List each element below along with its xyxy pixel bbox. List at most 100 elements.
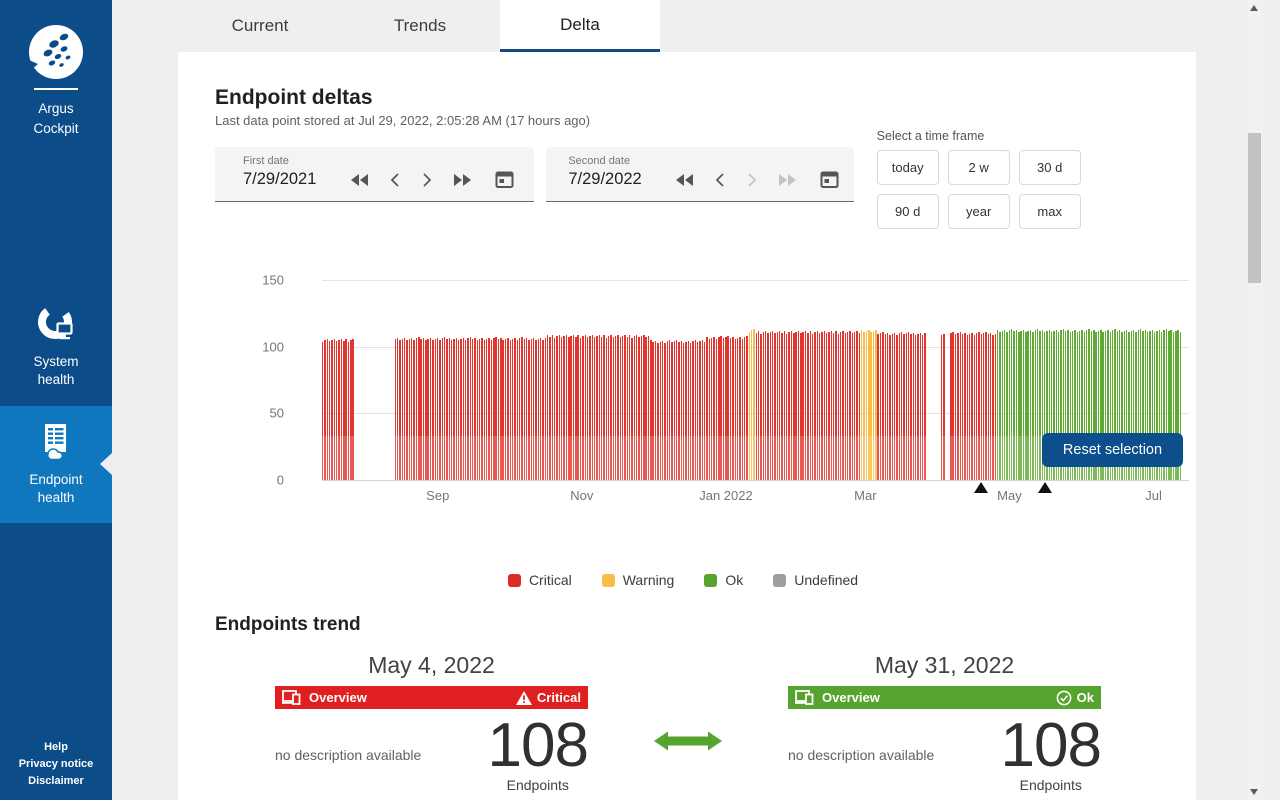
chart-bar[interactable] (336, 340, 338, 480)
chart-bar[interactable] (1170, 330, 1172, 480)
chart-bar[interactable] (989, 332, 992, 480)
chart-bar[interactable] (790, 331, 793, 480)
chart-bar[interactable] (1097, 331, 1100, 480)
chart-bar[interactable] (673, 341, 675, 480)
chart-bar[interactable] (975, 333, 978, 480)
chart-bar[interactable] (924, 333, 926, 480)
chart-bar[interactable] (657, 342, 659, 480)
chart-bar[interactable] (530, 339, 532, 480)
chart-bar[interactable] (394, 339, 397, 480)
chart-bar[interactable] (1027, 330, 1029, 480)
chart-bar[interactable] (397, 338, 399, 480)
chart-bar[interactable] (868, 329, 870, 480)
overview-banner-ok[interactable]: Overview Ok (788, 686, 1101, 709)
first-date-picker[interactable]: First date 7/29/2021 (215, 147, 535, 202)
chart-bar[interactable] (1055, 329, 1057, 480)
chart-bar[interactable] (811, 333, 814, 480)
chart-bar[interactable] (675, 339, 678, 480)
chart-bar[interactable] (1102, 331, 1104, 480)
chart-bar[interactable] (401, 339, 404, 480)
chart-bar[interactable] (425, 340, 427, 480)
chart-bar[interactable] (1088, 329, 1090, 480)
chart-bar[interactable] (1154, 331, 1156, 480)
chart-bar[interactable] (624, 334, 626, 480)
chart-bar[interactable] (774, 332, 776, 480)
chart-bar[interactable] (439, 339, 441, 480)
chart-bar[interactable] (779, 330, 781, 480)
chart-bar[interactable] (750, 330, 753, 480)
chart-bar[interactable] (692, 341, 694, 480)
chart-bar[interactable] (753, 329, 755, 480)
chart-bar[interactable] (542, 339, 544, 480)
chart-bar[interactable] (1057, 331, 1060, 480)
chart-bar[interactable] (807, 332, 809, 480)
chart-bar[interactable] (413, 339, 415, 480)
chart-bar[interactable] (968, 333, 971, 480)
chart-bar[interactable] (511, 338, 514, 480)
chart-bar[interactable] (865, 331, 868, 480)
chart-bar[interactable] (570, 335, 572, 480)
chart-bar[interactable] (1083, 331, 1086, 480)
chart-bar[interactable] (856, 330, 858, 480)
chart-bar[interactable] (922, 334, 924, 480)
chart-bar[interactable] (732, 336, 734, 480)
first-date-skip-forward-button[interactable] (454, 173, 471, 186)
chart-bar[interactable] (537, 338, 540, 480)
chart-bar[interactable] (760, 333, 762, 480)
chart-bar[interactable] (1132, 329, 1135, 480)
chart-bar[interactable] (1095, 332, 1097, 480)
chart-bar[interactable] (643, 334, 645, 480)
chart-bar[interactable] (1032, 331, 1034, 480)
chart-bar[interactable] (701, 339, 704, 480)
chart-bar[interactable] (788, 332, 790, 480)
chart-bar[interactable] (884, 333, 886, 480)
chart-bar[interactable] (493, 338, 495, 480)
chart-bar[interactable] (338, 339, 340, 480)
chart-bar[interactable] (551, 335, 554, 480)
timeframe-today-button[interactable]: today (876, 150, 939, 185)
chart-bar[interactable] (561, 337, 563, 480)
chart-bar[interactable] (326, 339, 329, 480)
chart-bar[interactable] (504, 339, 507, 480)
chart-bar[interactable] (861, 330, 863, 480)
chart-bar[interactable] (638, 337, 640, 480)
chart-bar[interactable] (448, 338, 450, 480)
scroll-up-icon[interactable] (1250, 5, 1258, 11)
chart-bar[interactable] (469, 337, 472, 480)
chart-bar[interactable] (1137, 330, 1140, 480)
chart-bar[interactable] (441, 338, 443, 480)
chart-bar[interactable] (453, 339, 455, 480)
chart-bar[interactable] (882, 331, 884, 480)
chart-bar[interactable] (872, 330, 875, 480)
chart-bar[interactable] (518, 338, 521, 480)
chart-bar[interactable] (832, 332, 835, 480)
chart-bar[interactable] (404, 337, 406, 480)
chart-bar[interactable] (697, 342, 699, 480)
chart-bar[interactable] (795, 332, 797, 480)
chart-bar[interactable] (839, 332, 842, 480)
selection-marker-triangle[interactable] (1037, 482, 1052, 493)
chart-bar[interactable] (966, 334, 968, 480)
chart-bar[interactable] (985, 331, 987, 480)
chart-bar[interactable] (1107, 329, 1109, 480)
chart-bar[interactable] (600, 336, 603, 480)
chart-bar[interactable] (1158, 329, 1161, 480)
first-date-skip-back-button[interactable] (351, 173, 368, 186)
chart-bar[interactable] (943, 333, 945, 480)
chart-bar[interactable] (1104, 330, 1107, 480)
chart-bar[interactable] (661, 340, 664, 480)
chart-bar[interactable] (411, 337, 413, 480)
chart-bar[interactable] (1149, 331, 1151, 480)
chart-bar[interactable] (331, 340, 333, 480)
chart-bar[interactable] (781, 332, 783, 480)
chart-bar[interactable] (591, 334, 593, 480)
chart-bar[interactable] (905, 333, 907, 480)
chart-bar[interactable] (685, 341, 687, 480)
chart-bar[interactable] (521, 337, 523, 480)
chart-bar[interactable] (954, 334, 957, 480)
chart-bar[interactable] (1076, 331, 1079, 480)
chart-bar[interactable] (689, 342, 692, 480)
chart-bar[interactable] (500, 338, 502, 480)
timeframe-90d-button[interactable]: 90 d (876, 194, 939, 229)
chart-bar[interactable] (1064, 331, 1067, 480)
